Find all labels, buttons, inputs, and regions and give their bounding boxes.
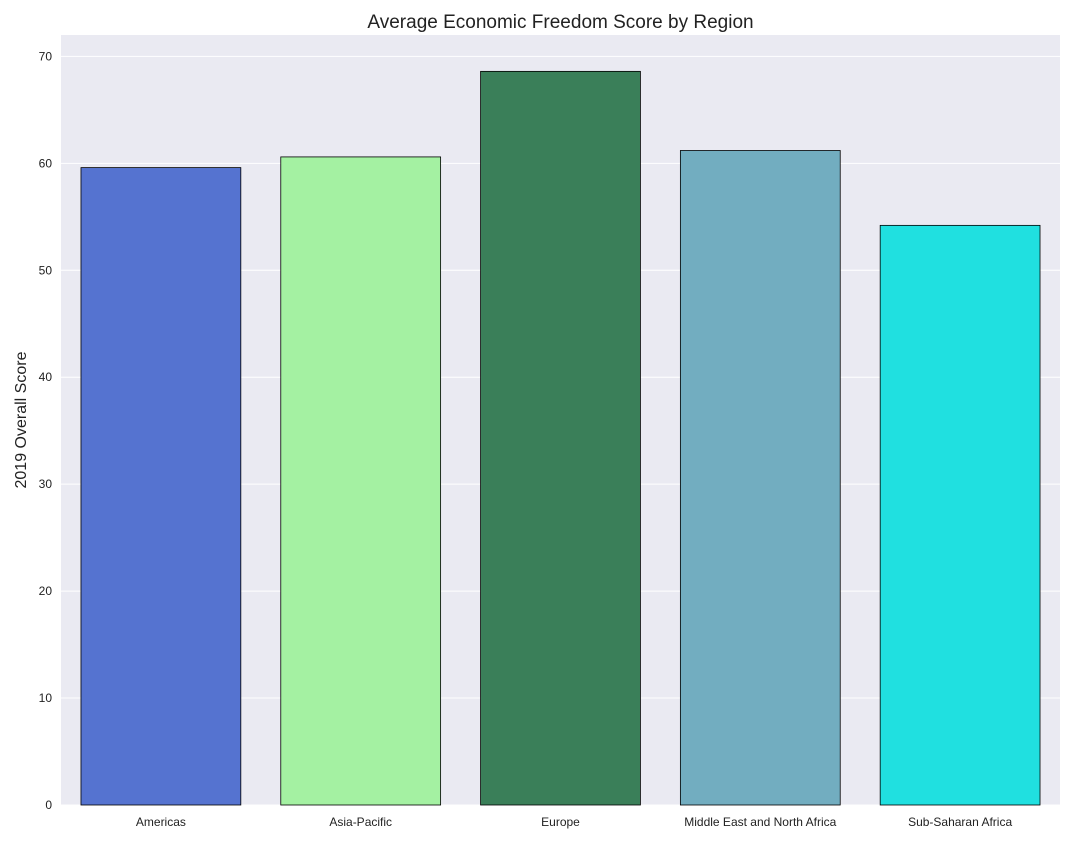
bar-europe	[480, 70, 641, 806]
y-tick-label: 20	[39, 584, 53, 598]
y-tick-label: 0	[45, 798, 52, 812]
y-tick-label: 30	[39, 477, 53, 491]
y-tick-label: 60	[39, 156, 53, 170]
y-tick-label: 40	[39, 370, 53, 384]
y-tick-label: 70	[39, 49, 53, 63]
x-tick-labels: Americas Asia-Pacific Europe Middle East an…	[136, 815, 1013, 829]
x-tick-label: Asia-Pacific	[329, 815, 392, 829]
x-tick-label: Americas	[136, 815, 186, 829]
y-tick-label: 10	[39, 691, 53, 705]
bar-americas	[80, 167, 242, 806]
bar-sub-saharan-africa	[879, 224, 1041, 806]
y-tick-labels: 0 10 20 30 40 50 60 70	[39, 49, 53, 812]
x-tick-label: Middle East and North Africa	[684, 815, 836, 829]
x-tick-label: Europe	[541, 815, 580, 829]
bars	[80, 70, 1041, 806]
bar-middle-east-and-north-africa	[679, 150, 841, 806]
x-tick-label: Sub-Saharan Africa	[908, 815, 1012, 829]
chart-title: Average Economic Freedom Score by Region	[367, 12, 753, 33]
y-tick-label: 50	[39, 263, 53, 277]
bar-asia-pacific	[280, 156, 442, 806]
y-axis-title: 2019 Overall Score	[13, 351, 30, 488]
